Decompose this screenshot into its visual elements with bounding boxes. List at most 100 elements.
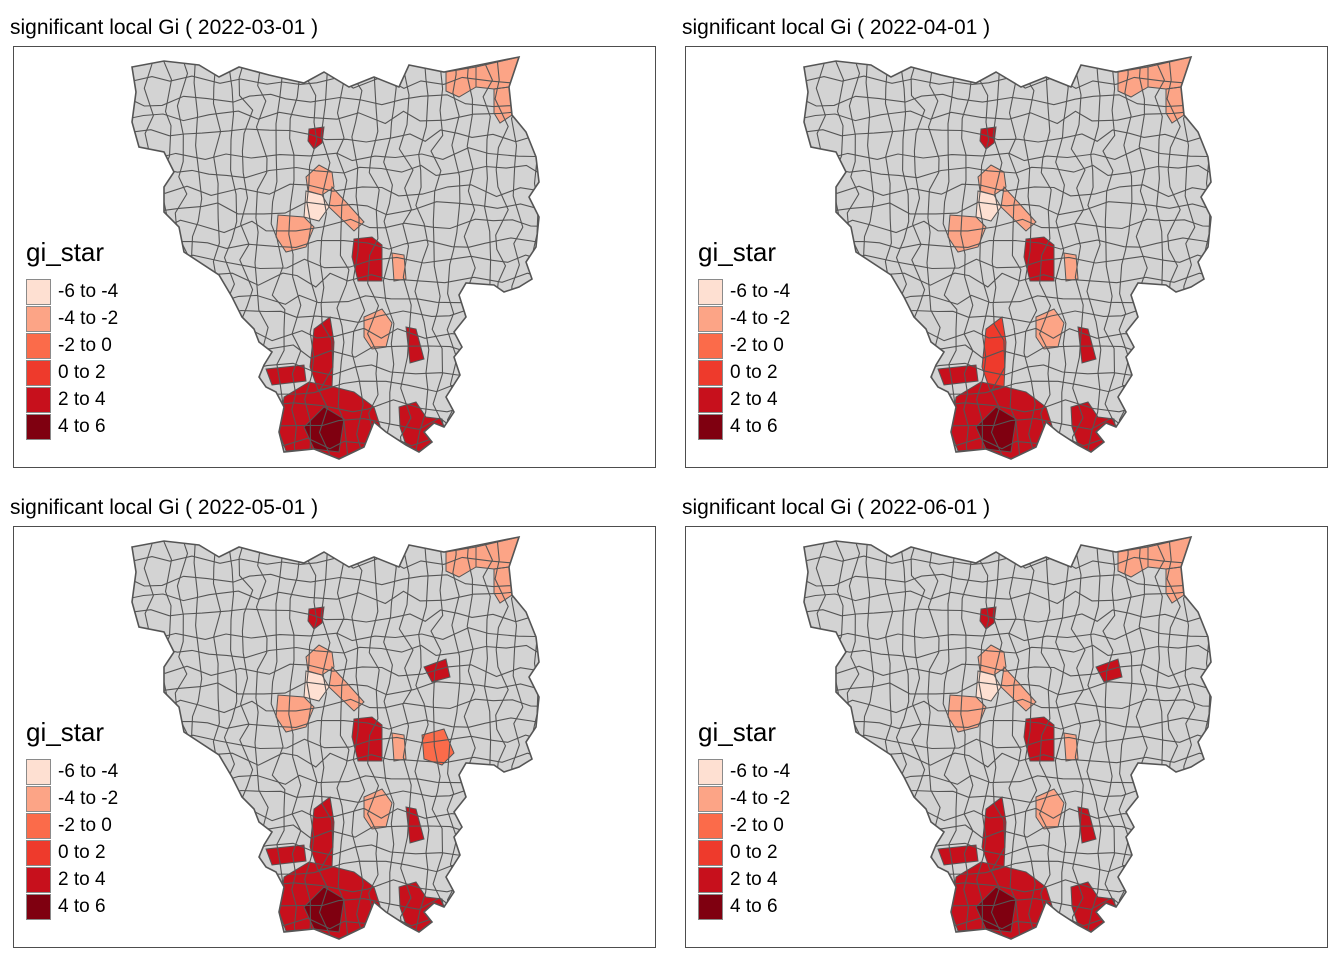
legend: gi_star -6 to -4 -4 to -2 -2 to 0 0 to 2 2 to… — [698, 237, 790, 440]
legend-item: -6 to -4 — [698, 758, 790, 785]
district-edge — [1077, 326, 1097, 364]
district-boundary — [804, 663, 1211, 678]
district-boundary — [960, 537, 974, 939]
district-edge — [265, 844, 307, 866]
district-boundary — [132, 717, 539, 730]
legend-item: 4 to 6 — [26, 413, 118, 440]
district-boundary — [430, 57, 445, 459]
district-edge — [947, 214, 987, 253]
district-edge — [1023, 716, 1055, 762]
district-edge — [421, 728, 455, 766]
legend-item: -4 to -2 — [698, 785, 790, 812]
legend-label: -2 to 0 — [730, 334, 784, 356]
district-edge — [1063, 252, 1079, 282]
city-outline — [131, 535, 540, 940]
legend-swatch — [698, 785, 723, 812]
district-south-west-arm — [266, 845, 306, 865]
district-central-cluster-a — [306, 645, 334, 675]
legend-item: 2 to 4 — [26, 386, 118, 413]
district-edge — [405, 806, 425, 844]
district-edge — [363, 788, 393, 830]
district-boundary — [132, 590, 539, 605]
map-frame: gi_star -6 to -4 -4 to -2 -2 to 0 0 to 2 2 to… — [685, 526, 1328, 948]
district-boundary — [351, 57, 366, 459]
district-boundary — [366, 537, 380, 939]
district-boundary — [1006, 537, 1022, 939]
district-edge — [445, 66, 477, 98]
legend-label: -6 to -4 — [730, 760, 791, 782]
district-boundary — [804, 717, 1211, 730]
district-boundary — [804, 590, 1211, 605]
district-boundary — [334, 57, 350, 459]
legend-label: -4 to -2 — [58, 307, 119, 329]
choropleth-map — [803, 535, 1212, 940]
district-south-west-arm — [938, 845, 978, 865]
legend-swatch — [698, 359, 723, 386]
district-boundary — [804, 183, 1211, 198]
district-edge — [1023, 236, 1055, 282]
map-panel: significant local Gi ( 2022-04-01 ) gi_st… — [672, 0, 1344, 480]
legend-label: 4 to 6 — [730, 415, 778, 437]
panel-title: significant local Gi ( 2022-06-01 ) — [682, 496, 991, 519]
legend-swatch — [26, 893, 51, 920]
district-center-east-strip — [392, 253, 406, 281]
legend-label: 2 to 4 — [58, 868, 106, 890]
district-boundary — [351, 537, 366, 939]
district-edge — [937, 364, 979, 386]
district-boundary — [430, 537, 445, 939]
district-boundary — [526, 57, 539, 459]
city-outline — [803, 55, 1212, 460]
district-center-block — [1024, 237, 1054, 281]
map-panel: significant local Gi ( 2022-03-01 ) gi_st… — [0, 0, 672, 480]
district-edge — [265, 364, 307, 386]
district-boundary — [132, 183, 539, 198]
legend-swatch — [698, 866, 723, 893]
district-boundary — [132, 681, 539, 696]
map-panel: significant local Gi ( 2022-05-01 ) gi_st… — [0, 480, 672, 960]
legend-item: 0 to 2 — [698, 359, 790, 386]
choropleth-map — [131, 535, 540, 940]
city-outline — [131, 55, 540, 460]
district-central-cluster-b — [304, 191, 329, 221]
legend-item: 0 to 2 — [698, 839, 790, 866]
legend-item: -2 to 0 — [698, 332, 790, 359]
district-central-cluster-d — [329, 667, 364, 711]
district-boundary — [1070, 537, 1086, 939]
legend-swatch — [26, 413, 51, 440]
district-south-east-block — [1078, 327, 1096, 363]
legend-label: 0 to 2 — [730, 361, 778, 383]
legend-swatch — [26, 758, 51, 785]
district-edge — [979, 126, 997, 150]
city-outline — [803, 535, 1212, 940]
legend-label: 0 to 2 — [58, 361, 106, 383]
district-edge — [975, 886, 1017, 933]
district-edge — [307, 606, 325, 630]
district-central-cluster-d — [1001, 187, 1036, 231]
legend-swatch — [698, 386, 723, 413]
district-boundary — [526, 537, 539, 939]
district-edge — [391, 732, 407, 762]
legend-item: -4 to -2 — [26, 785, 118, 812]
legend-label: 4 to 6 — [58, 415, 106, 437]
district-edge — [351, 236, 383, 282]
district-central-cluster-d — [329, 187, 364, 231]
district-boundary — [132, 147, 539, 162]
district-boundary — [1086, 537, 1102, 939]
legend-swatch — [26, 359, 51, 386]
district-central-cluster-d — [1001, 667, 1036, 711]
legend-title: gi_star — [26, 237, 105, 267]
legend-item: 4 to 6 — [698, 893, 790, 920]
district-central-cluster-a — [978, 645, 1006, 675]
district-edge — [445, 546, 477, 578]
district-boundary — [1023, 57, 1038, 459]
district-center-east-strip — [1064, 253, 1078, 281]
map-panel: significant local Gi ( 2022-06-01 ) gi_st… — [672, 480, 1344, 960]
district-boundary — [132, 734, 539, 750]
legend-label: 0 to 2 — [730, 841, 778, 863]
legend-swatch — [698, 332, 723, 359]
district-edge — [1117, 546, 1149, 578]
district-boundary — [1070, 57, 1086, 459]
legend-item: 2 to 4 — [26, 866, 118, 893]
legend-item: -4 to -2 — [698, 305, 790, 332]
legend-item: -6 to -4 — [26, 758, 118, 785]
